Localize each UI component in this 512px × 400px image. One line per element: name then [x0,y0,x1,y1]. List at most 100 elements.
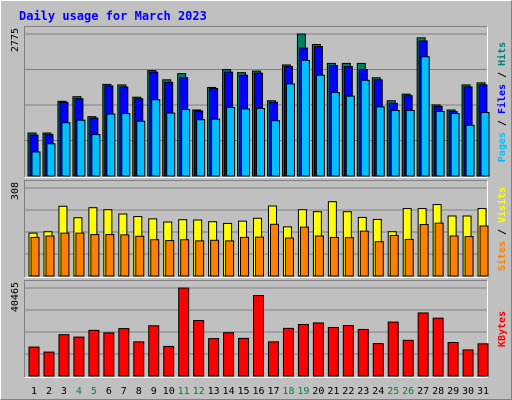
y-max-label: 308 [10,182,21,200]
bar-kbytes-day-21 [327,327,339,377]
bar-kbytes-day-6 [103,332,115,377]
bar-pages-day-23 [360,79,370,177]
panel-bevel-dark [24,180,488,278]
bar-pages-day-20 [315,74,325,177]
bar-kbytes-day-29 [447,342,459,377]
bar-kbytes-day-5 [88,329,100,377]
bar-kbytes-day-25 [387,321,399,377]
bar-pages-day-31 [480,112,490,177]
bar-kbytes-day-16 [253,295,265,377]
day-label-13: 13 [208,386,220,397]
bar-sites-day-9 [150,239,160,277]
bar-sites-day-31 [479,225,489,277]
day-label-8: 8 [136,386,142,397]
bar-pages-day-30 [465,124,475,177]
bar-pages-day-28 [435,111,445,177]
bar-kbytes-day-30 [462,349,474,377]
bar-sites-day-26 [404,238,414,277]
chart-panels: 2775 Pages / Files / Hits 308 Sites / Visit… [10,26,508,378]
panel-middle: 308 Sites / Visits [10,180,508,278]
bar-sites-day-30 [464,236,474,277]
bar-sites-day-11 [180,239,190,277]
day-label-6: 6 [106,386,112,397]
day-label-27: 27 [417,386,429,397]
bar-pages-day-8 [136,120,146,177]
bar-pages-day-6 [106,113,116,177]
bar-kbytes-day-8 [133,341,145,377]
day-label-21: 21 [327,386,339,397]
bar-kbytes-day-14 [223,332,235,377]
bar-pages-day-7 [121,113,131,177]
bar-kbytes-day-7 [118,328,130,377]
bar-pages-day-19 [300,59,310,177]
day-label-22: 22 [342,386,354,397]
series-axis-label: Sites / Visits [496,187,508,271]
bar-kbytes-day-4 [73,336,85,377]
bar-sites-day-22 [344,237,354,277]
bar-sites-day-28 [434,222,444,277]
series-axis-label: Pages / Files / Hits [496,42,508,162]
day-label-5: 5 [91,386,97,397]
bar-sites-day-19 [299,226,309,277]
day-label-15: 15 [238,386,250,397]
y-max-label: 2775 [10,28,21,52]
bar-kbytes-day-31 [477,343,489,377]
bar-pages-day-27 [420,56,430,177]
bar-sites-day-18 [284,237,294,277]
bar-pages-day-21 [330,92,340,177]
bar-pages-day-14 [226,106,236,177]
axis-label-part: / [497,223,508,241]
bar-pages-day-26 [405,110,415,177]
panel-bevel-light [24,280,488,378]
bar-sites-day-29 [449,235,459,277]
bar-sites-day-21 [329,236,339,277]
bar-sites-day-23 [359,230,369,277]
bar-sites-day-10 [165,240,175,277]
panel-bevel-light [24,26,488,178]
bar-pages-day-2 [46,143,56,177]
bar-pages-day-13 [211,118,221,177]
day-label-16: 16 [252,386,264,397]
bar-pages-day-29 [450,113,460,177]
y-max-label: 40465 [10,282,21,312]
day-label-3: 3 [61,386,67,397]
bar-sites-day-13 [210,239,220,277]
day-label-4: 4 [76,386,82,397]
bar-kbytes-day-24 [372,343,384,377]
bar-pages-day-12 [196,119,206,177]
bar-pages-day-10 [166,112,176,177]
day-label-2: 2 [46,386,52,397]
day-label-23: 23 [357,386,369,397]
day-label-18: 18 [282,386,294,397]
axis-label-part: KBytes [497,311,508,347]
day-label-17: 17 [267,386,279,397]
bar-sites-day-5 [90,234,100,277]
bar-sites-day-27 [419,224,429,277]
axis-label-part: Pages [497,132,508,162]
day-labels: 1 2 3 4 5 6 7 8 9 10 11 12 13 14 15 16 17 18 19 20 21 22 23 24 2… [31,386,489,397]
bar-kbytes-day-27 [417,312,429,377]
day-label-25: 25 [387,386,399,397]
bar-kbytes-day-15 [238,337,250,377]
bar-kbytes-day-22 [342,325,354,377]
day-label-14: 14 [223,386,235,397]
axis-label-part: Visits [496,187,508,223]
day-label-26: 26 [402,386,414,397]
bar-pages-day-18 [285,83,295,177]
bar-sites-day-12 [195,240,205,277]
day-label-30: 30 [462,386,474,397]
bar-pages-day-9 [151,99,161,177]
bar-kbytes-day-1 [28,346,40,377]
axis-label-part: / [497,114,508,132]
bar-kbytes-day-2 [43,351,55,377]
bar-sites-day-6 [105,234,115,277]
bar-kbytes-day-20 [312,322,324,377]
bar-sites-day-2 [45,235,55,277]
bar-sites-day-17 [269,223,279,277]
bar-pages-day-17 [270,120,280,177]
day-label-11: 11 [178,386,190,397]
axis-label-part: Files [496,84,508,114]
bar-pages-day-1 [31,151,41,177]
bar-sites-day-1 [30,236,40,277]
